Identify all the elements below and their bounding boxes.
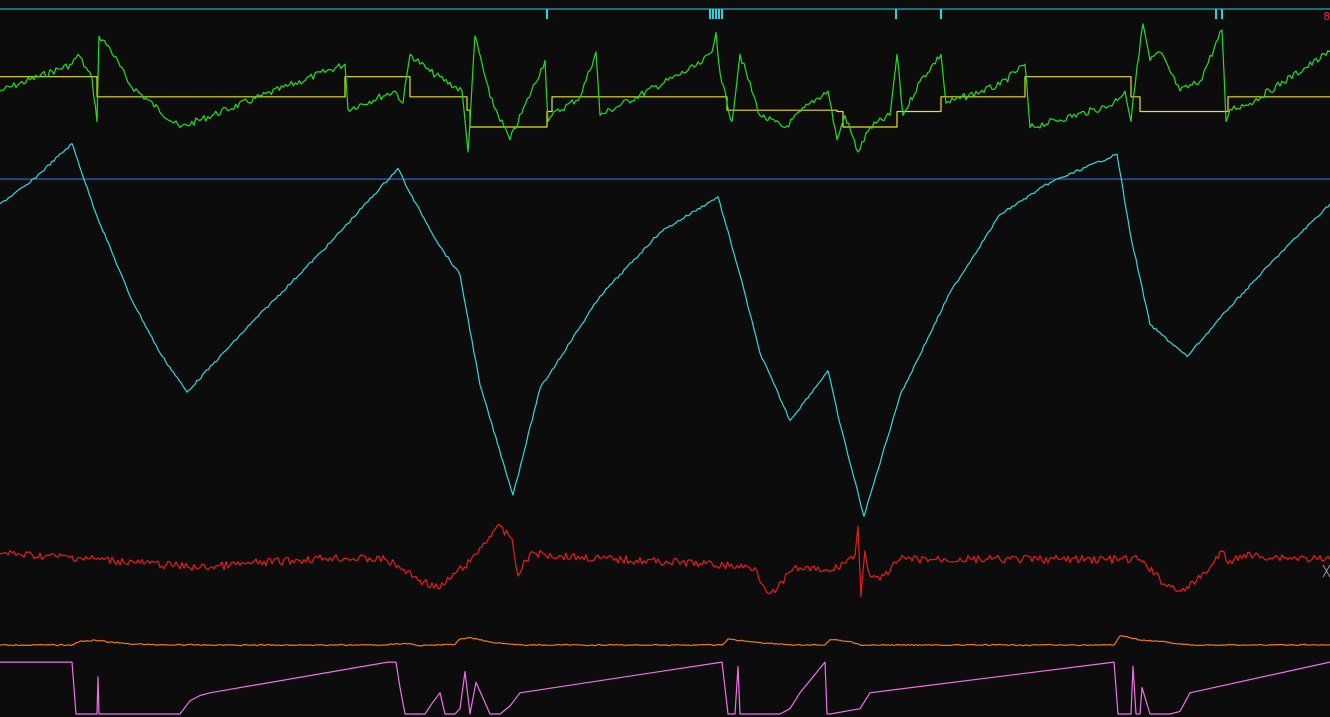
trace-line-6 <box>0 661 1330 715</box>
cursor-crosshair-icon[interactable] <box>1322 564 1330 578</box>
trace-line-1 <box>0 76 1330 128</box>
event-marker-group <box>0 8 1330 19</box>
trace-line-2 <box>0 23 1330 153</box>
corner-value-label: 8 <box>1323 10 1330 23</box>
trace-line-4 <box>0 523 1330 598</box>
trace-line-3 <box>0 143 1330 517</box>
trace-line-5 <box>0 635 1330 647</box>
trace-group <box>0 23 1330 715</box>
